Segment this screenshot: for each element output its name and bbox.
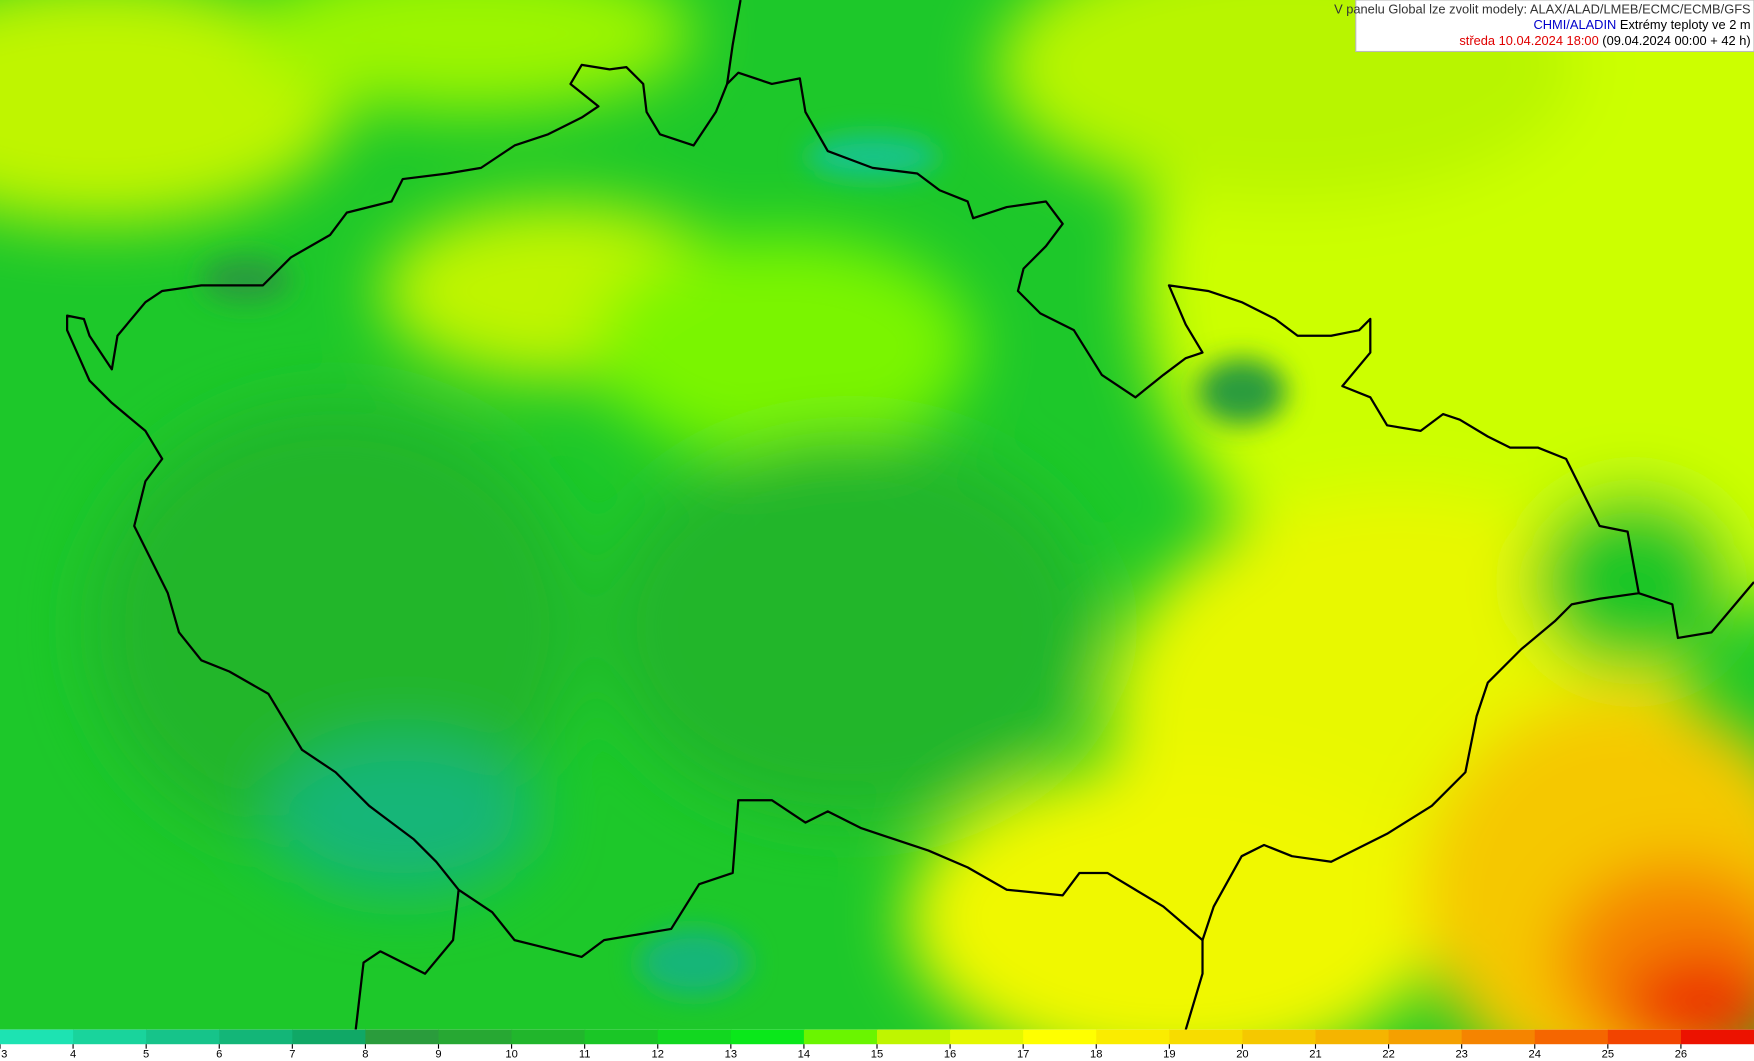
colorbar-label: 4: [70, 1049, 76, 1061]
colorbar-label: 13: [725, 1049, 737, 1061]
colorbar-label: 14: [798, 1049, 810, 1061]
colorbar-label: 20: [1236, 1049, 1248, 1061]
colorbar-segment: [219, 1029, 293, 1045]
colorbar-segment: [1023, 1029, 1097, 1045]
colorbar-label: 19: [1163, 1049, 1175, 1061]
colorbar-label: 7: [289, 1049, 295, 1061]
header-line: středa 10.04.2024 18:00 (09.04.2024 00:0…: [1459, 33, 1750, 48]
colorbar-segment: [1388, 1029, 1463, 1045]
colorbar-label: 12: [652, 1049, 664, 1061]
colorbar-segment: [877, 1029, 951, 1045]
colorbar-segment: [1461, 1029, 1536, 1045]
colorbar-segment: [1315, 1029, 1390, 1045]
product: Extrémy teploty ve 2 m: [1620, 17, 1751, 32]
colorbar-label: 15: [871, 1049, 883, 1061]
colorbar-label: 22: [1382, 1049, 1394, 1061]
colorbar-label: 9: [435, 1049, 441, 1061]
colorbar-label: 10: [505, 1049, 517, 1061]
colorbar-label: 5: [143, 1049, 149, 1061]
colorbar-segment: [365, 1029, 440, 1045]
colorbar-label: 18: [1090, 1049, 1102, 1061]
colorbar-label: 25: [1602, 1049, 1614, 1061]
header-background: [1355, 0, 1754, 53]
colorbar-segment: [146, 1029, 220, 1045]
colorbar-segment: [657, 1029, 732, 1045]
colorbar-segment: [511, 1029, 586, 1045]
colorbar-segment: [1534, 1029, 1609, 1045]
run-time: (09.04.2024 00:00 + 42 h): [1602, 33, 1750, 48]
header-line: CHMI/ALADIN Extrémy teploty ve 2 m: [1533, 17, 1750, 32]
colorbar-label: 26: [1675, 1049, 1687, 1061]
colorbar-segment: [1169, 1029, 1243, 1045]
colorbar-label: 8: [362, 1049, 368, 1061]
colorbar-label: 3: [1, 1049, 7, 1061]
colorbar-segment: [730, 1029, 805, 1045]
colorbar-segment: [73, 1029, 147, 1045]
colorbar-segment: [803, 1029, 878, 1045]
colorbar-label: 17: [1017, 1049, 1029, 1061]
colorbar-segment: [584, 1029, 659, 1045]
colorbar-label: 6: [216, 1049, 222, 1061]
colorbar-segment: [950, 1029, 1024, 1045]
colorbar-segment: [0, 1029, 74, 1045]
colorbar-segment: [1096, 1029, 1170, 1045]
borders: [65, 0, 1754, 1030]
colorbar-label: 16: [944, 1049, 956, 1061]
colorbar-label: 24: [1529, 1049, 1541, 1061]
colorbar-label: 21: [1309, 1049, 1321, 1061]
colorbar-segment: [438, 1029, 513, 1045]
header-line: V panelu Global lze zvolit modely: ALAX/…: [1334, 1, 1751, 16]
source: CHMI/ALADIN: [1533, 17, 1616, 32]
colorbar-segment: [1242, 1029, 1317, 1045]
colorbar: 3 4 5 6 7 8 9 10 11 12 13 14 15 16 17 18 19 20 21 22 23 24 25 2…: [0, 1029, 1754, 1061]
valid-time: středa 10.04.2024 18:00: [1459, 33, 1598, 48]
colorbar-segment: [1680, 1029, 1754, 1045]
header-box: V panelu Global lze zvolit modely: ALAX/…: [1334, 0, 1754, 53]
colorbar-segment: [292, 1029, 366, 1045]
colorbar-label: 23: [1455, 1049, 1467, 1061]
colorbar-label: 11: [579, 1049, 591, 1061]
colorbar-segment: [1607, 1029, 1682, 1045]
